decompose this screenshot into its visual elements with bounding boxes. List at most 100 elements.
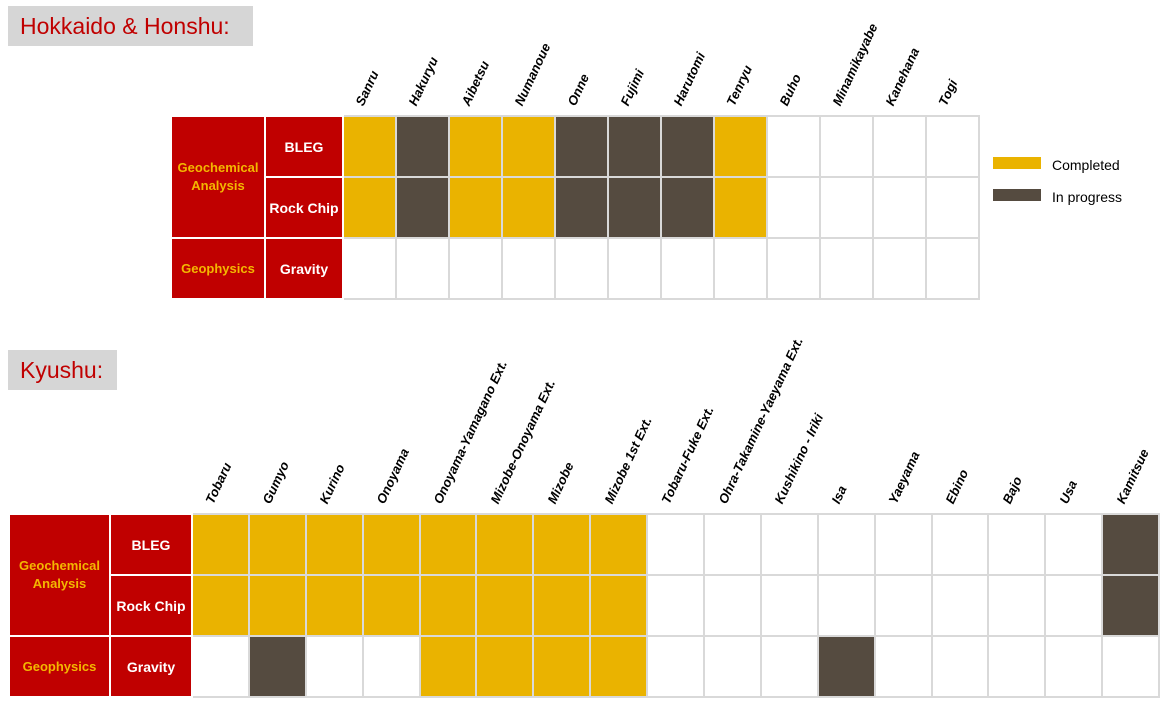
status-cell-tobaru-rock-chip <box>191 574 250 637</box>
status-cell-tobaru-fuke-ext-gravity <box>646 635 706 698</box>
status-cell-aibetsu-gravity <box>448 237 503 300</box>
column-header-label: Tobaru-Fuke Ext. <box>658 403 717 506</box>
column-header-label: Onne <box>563 71 592 108</box>
column-header-label: Mizobe-Onoyama Ext. <box>487 377 559 506</box>
status-cell-ohra-takamine-yaeyama-ext-gravity <box>703 635 762 698</box>
status-cell-ohra-takamine-yaeyama-ext-bleg <box>703 513 762 576</box>
row-gravity: Geophysics Gravity <box>8 635 1161 698</box>
column-header-label: Aibetsu <box>457 58 492 108</box>
status-cell-onoyama-rock-chip <box>361 574 421 637</box>
status-cell-yaeyama-bleg <box>873 513 933 576</box>
status-cell-fujimi-bleg <box>607 115 662 178</box>
column-header-label: Sanru <box>351 68 382 108</box>
status-cell-mizobe-1st-ext-gravity <box>589 635 649 698</box>
status-cell-mizobe-bleg <box>532 513 592 576</box>
progress-table-kyushu: Geochemical Analysis BLEG Rock Chip Geophys… <box>8 513 1161 698</box>
method-gravity: Gravity <box>264 237 344 300</box>
method-rock-chip: Rock Chip <box>264 176 344 239</box>
status-cell-isa-gravity <box>816 635 876 698</box>
column-header-label: Buho <box>775 71 804 108</box>
column-header-label: Gumyo <box>259 459 293 506</box>
status-cell-mizobe-gravity <box>532 635 592 698</box>
status-cell-hakuryu-rock-chip <box>395 176 450 239</box>
status-cell-mizobe-1st-ext-bleg <box>589 513 649 576</box>
column-header-label: Mizobe <box>544 459 577 506</box>
status-cell-kushikino-iriki-rock-chip <box>759 574 819 637</box>
status-cell-mizobe-onoyama-ext-gravity <box>475 635 535 698</box>
status-cell-minamikayabe-rock-chip <box>819 176 874 239</box>
status-cell-minamikayabe-bleg <box>819 115 874 178</box>
status-cell-fujimi-rock-chip <box>607 176 662 239</box>
status-cell-numanoue-gravity <box>501 237 556 300</box>
column-header-label: Minamikayabe <box>828 21 881 108</box>
status-cell-tenryu-gravity <box>713 237 768 300</box>
column-header-label: Yaeyama <box>885 448 923 506</box>
status-cell-tobaru-fuke-ext-bleg <box>646 513 706 576</box>
status-cell-bajo-bleg <box>987 513 1047 576</box>
legend-label-completed: Completed <box>1052 157 1120 173</box>
category-geophysics: Geophysics <box>8 635 111 698</box>
status-cell-kushikino-iriki-gravity <box>759 635 819 698</box>
status-cell-mizobe-rock-chip <box>532 574 592 637</box>
status-cell-togi-rock-chip <box>925 176 980 239</box>
status-cell-onoyama-yamagano-ext-rock-chip <box>418 574 478 637</box>
status-cell-hakuryu-bleg <box>395 115 450 178</box>
column-header-label: Harutomi <box>669 49 708 108</box>
status-cell-mizobe-1st-ext-rock-chip <box>589 574 649 637</box>
status-cell-ebino-rock-chip <box>930 574 990 637</box>
status-cell-ebino-bleg <box>930 513 990 576</box>
status-cell-numanoue-bleg <box>501 115 556 178</box>
status-cell-tenryu-bleg <box>713 115 768 178</box>
status-cell-aibetsu-rock-chip <box>448 176 503 239</box>
column-header-label: Mizobe 1st Ext. <box>601 414 655 506</box>
status-cell-fujimi-gravity <box>607 237 662 300</box>
status-cell-tenryu-rock-chip <box>713 176 768 239</box>
status-cell-sanru-gravity <box>342 237 397 300</box>
status-cell-harutomi-bleg <box>660 115 715 178</box>
legend-swatch-in-progress <box>993 189 1041 201</box>
status-cell-onoyama-bleg <box>361 513 421 576</box>
status-cell-kamitsue-rock-chip <box>1101 574 1161 637</box>
status-cell-onne-gravity <box>554 237 609 300</box>
column-header-label: Fujimi <box>616 66 647 108</box>
status-cell-buho-gravity <box>766 237 821 300</box>
status-cell-onoyama-gravity <box>361 635 421 698</box>
status-cell-kamitsue-bleg <box>1101 513 1161 576</box>
status-cell-buho-rock-chip <box>766 176 821 239</box>
column-header-label: Ebino <box>942 466 972 506</box>
status-cell-tobaru-gravity <box>191 635 250 698</box>
category-geochemical-analysis: Geochemical Analysis <box>8 513 111 637</box>
column-header-label: Kanehana <box>881 45 922 108</box>
status-cell-onoyama-yamagano-ext-gravity <box>418 635 478 698</box>
status-cell-kushikino-iriki-bleg <box>759 513 819 576</box>
row-bleg: Geochemical Analysis BLEG <box>170 115 980 239</box>
status-cell-tobaru-fuke-ext-rock-chip <box>646 574 706 637</box>
status-cell-mizobe-onoyama-ext-bleg <box>475 513 535 576</box>
category-geochemical-analysis: Geochemical Analysis <box>170 115 266 239</box>
column-header-label: Kamitsue <box>1113 446 1152 506</box>
status-cell-yaeyama-rock-chip <box>873 574 933 637</box>
column-header-label: Kurino <box>316 461 348 506</box>
status-cell-sanru-rock-chip <box>342 176 397 239</box>
status-cell-onne-bleg <box>554 115 609 178</box>
status-cell-mizobe-onoyama-ext-rock-chip <box>475 574 535 637</box>
status-cell-kanehana-gravity <box>872 237 927 300</box>
status-cell-bajo-rock-chip <box>987 574 1047 637</box>
status-cell-ebino-gravity <box>930 635 990 698</box>
column-header-label: Bajo <box>999 474 1025 506</box>
method-gravity: Gravity <box>109 635 193 698</box>
column-header-label: Isa <box>828 483 850 506</box>
column-header-label: Numanoue <box>510 40 553 108</box>
method-bleg: BLEG <box>264 115 344 178</box>
status-cell-gumyo-bleg <box>247 513 307 576</box>
status-cell-minamikayabe-gravity <box>819 237 874 300</box>
status-cell-isa-bleg <box>816 513 876 576</box>
row-bleg: Geochemical Analysis BLEG <box>8 513 1161 637</box>
status-cell-buho-bleg <box>766 115 821 178</box>
status-cell-isa-rock-chip <box>816 574 876 637</box>
section-title-hokkaido-honshu: Hokkaido & Honshu: <box>8 6 253 46</box>
progress-table-hokkaido-honshu: Geochemical Analysis BLEG Rock Chip Geophys… <box>170 115 980 300</box>
row-rock-chip: Rock Chip <box>171 176 980 239</box>
status-cell-kanehana-rock-chip <box>872 176 927 239</box>
status-cell-onne-rock-chip <box>554 176 609 239</box>
